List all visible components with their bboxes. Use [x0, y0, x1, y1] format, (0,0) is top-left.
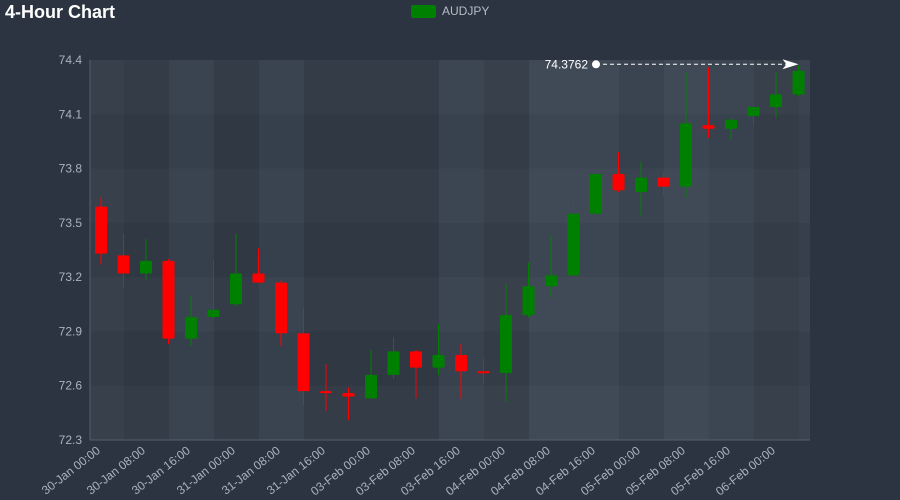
annotation-label: 74.3762 [545, 57, 589, 71]
grid-band-4 [90, 169, 810, 223]
candle-body-5 [207, 309, 220, 317]
y-tick-label-1: 72.6 [59, 379, 83, 393]
candle-body-11 [342, 392, 355, 397]
candle-body-3 [162, 260, 175, 339]
y-tick-label-6: 74.1 [59, 107, 83, 121]
y-tick-label-3: 73.2 [59, 270, 83, 284]
candle-body-20 [545, 275, 557, 287]
grid-band-2 [90, 277, 810, 331]
candle-body-15 [432, 354, 445, 368]
background-band-4 [259, 60, 304, 440]
candle-body-1 [117, 255, 130, 274]
candle-body-19 [522, 286, 535, 316]
candle-body-6 [230, 273, 242, 305]
candle-body-21 [567, 213, 580, 276]
candle-body-12 [365, 374, 377, 399]
legend[interactable]: AUDJPY [411, 4, 489, 18]
legend-label-audjpy: AUDJPY [442, 4, 490, 18]
candle-body-22 [590, 174, 602, 214]
background-band-11 [709, 60, 754, 440]
candle-body-16 [455, 354, 467, 372]
candle-body-9 [297, 333, 310, 392]
candle-body-24 [635, 177, 647, 193]
candle-body-14 [410, 351, 422, 368]
candle-body-27 [702, 125, 715, 129]
y-tick-label-2: 72.9 [59, 324, 83, 338]
candle-body-31 [792, 70, 805, 95]
candle-body-10 [320, 391, 332, 394]
candle-body-29 [747, 107, 760, 117]
y-tick-label-0: 72.3 [59, 433, 83, 447]
y-tick-label-4: 73.5 [59, 216, 83, 230]
candle-body-23 [612, 174, 625, 191]
candle-body-25 [657, 177, 670, 187]
candle-body-28 [725, 119, 737, 129]
candle-body-4 [185, 316, 197, 339]
candle-body-0 [95, 206, 107, 254]
background-band-13 [799, 60, 810, 440]
candle-body-26 [680, 123, 692, 187]
background-band-9 [619, 60, 664, 440]
candle-body-18 [500, 315, 512, 374]
background-band-2 [169, 60, 214, 440]
chart-title: 4-Hour Chart [5, 2, 116, 22]
annotation-arrow [782, 59, 799, 70]
candle-body-13 [387, 351, 400, 375]
grid-band-6 [90, 60, 810, 114]
grid-band-0 [90, 386, 810, 440]
y-tick-label-7: 74.4 [59, 53, 83, 67]
candle-body-7 [252, 273, 265, 283]
legend-swatch-audjpy [411, 4, 436, 18]
candle-body-30 [770, 94, 782, 108]
candle-body-8 [275, 282, 287, 334]
candle-body-2 [140, 260, 152, 274]
candle-body-17 [477, 371, 490, 374]
y-tick-label-5: 73.8 [59, 162, 83, 176]
background-band-12 [754, 60, 799, 440]
annotation-dot [592, 60, 600, 69]
